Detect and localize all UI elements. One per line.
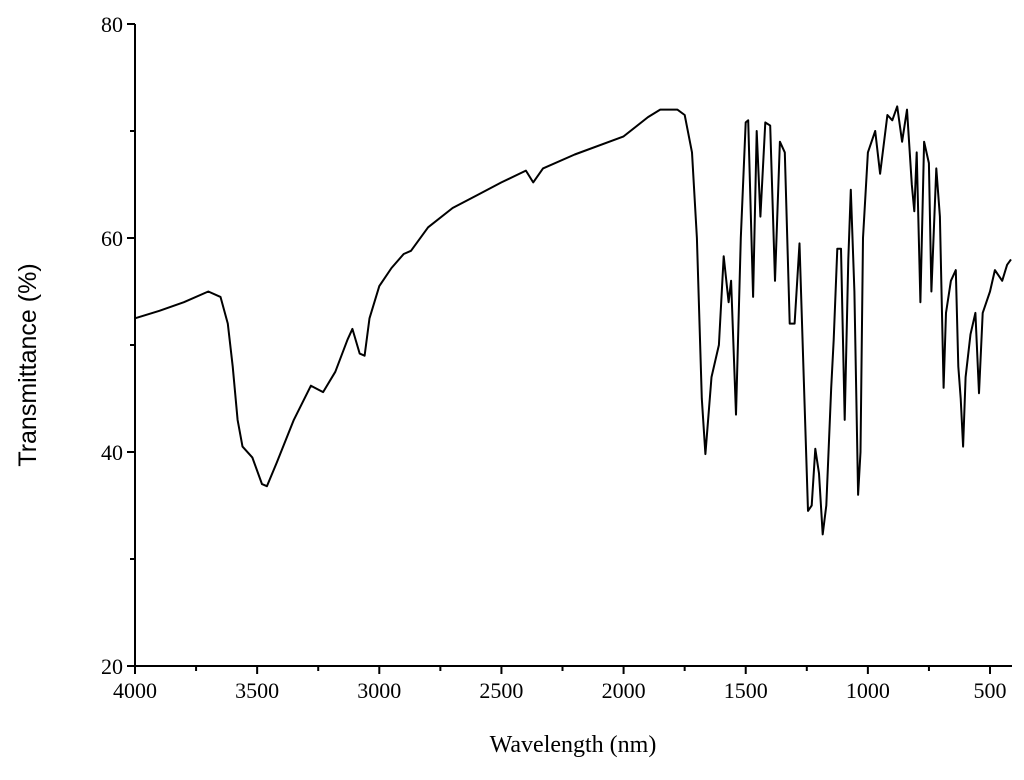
y-axis-label: Transmittance (%): [14, 263, 42, 466]
y-tick-label: 40: [101, 440, 123, 465]
x-tick-label: 1500: [724, 678, 768, 703]
y-tick-label: 80: [101, 12, 123, 37]
x-tick-label: 2500: [479, 678, 523, 703]
x-axis-label: Wavelength (nm): [490, 732, 657, 758]
x-tick-label: 3500: [235, 678, 279, 703]
y-tick-label: 60: [101, 226, 123, 251]
x-tick-label: 3000: [357, 678, 401, 703]
x-tick-label: 500: [974, 678, 1007, 703]
x-tick-label: 2000: [602, 678, 646, 703]
x-tick-label: 1000: [846, 678, 890, 703]
x-tick-label: 4000: [113, 678, 157, 703]
y-tick-label: 20: [101, 654, 123, 679]
spectrum-line: [134, 105, 1012, 536]
